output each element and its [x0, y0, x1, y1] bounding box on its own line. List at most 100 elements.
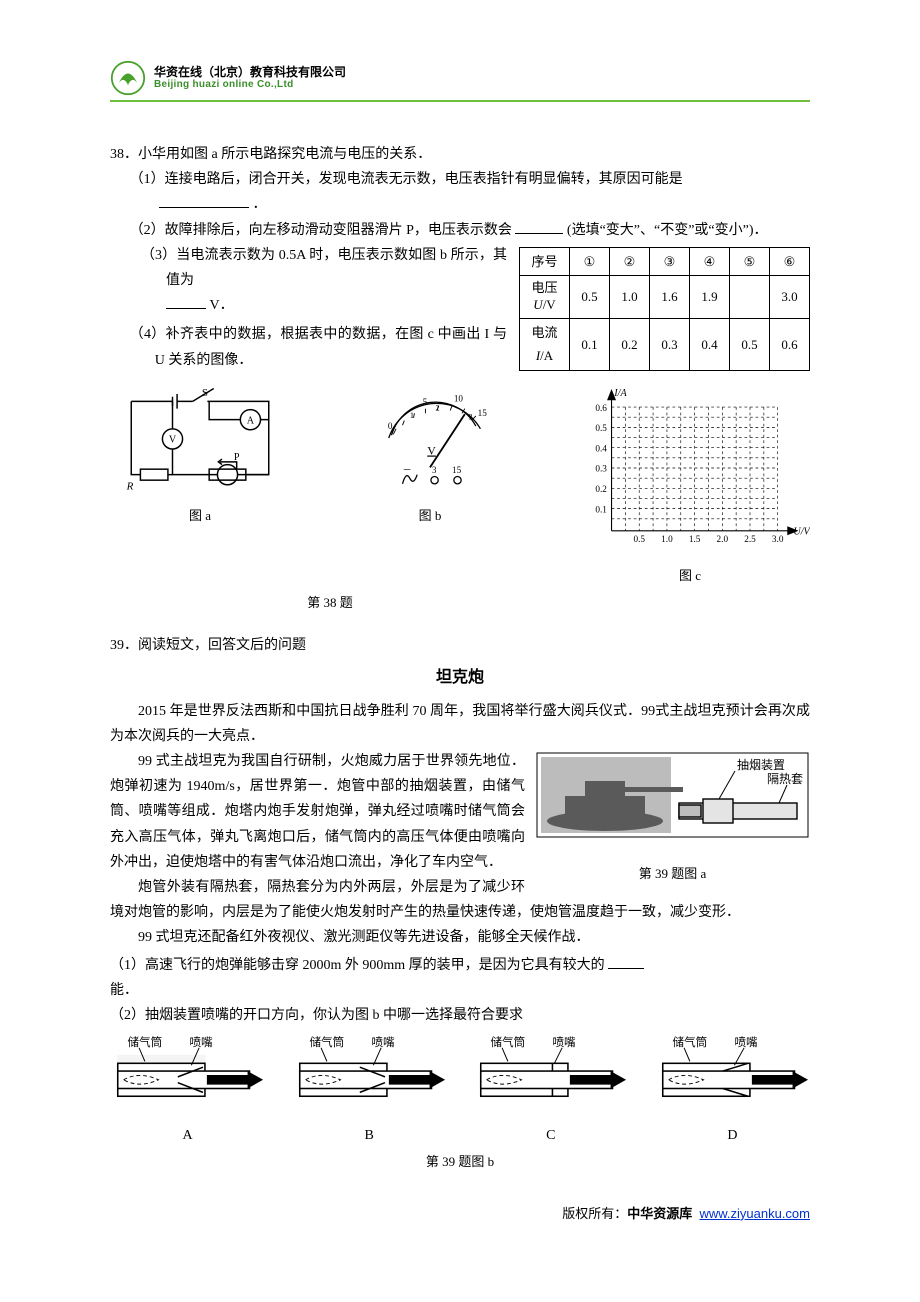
lbl-gere: 隔热套	[767, 772, 803, 786]
u6: 3.0	[770, 276, 810, 319]
m-10: 10	[454, 393, 464, 403]
footer-label: 版权所有：	[562, 1206, 627, 1221]
yt1: 0.1	[595, 504, 607, 514]
label-P: P	[234, 452, 240, 463]
th-4: ④	[690, 247, 730, 275]
m-5: 5	[423, 397, 428, 407]
option-B[interactable]: 储气筒 喷嘴 B	[292, 1034, 447, 1148]
m-3: 3	[469, 412, 473, 421]
lblD2: 喷嘴	[734, 1036, 758, 1049]
q39-para4: 99 式坦克还配备红外夜视仪、激光测距仪等先进设备，能够全天候作战．	[110, 925, 810, 950]
q38-sub1: （1）连接电路后，闭合开关，发现电流表无示数，电压表指针有明显偏转，其原因可能是	[110, 167, 810, 192]
th-6: ⑥	[770, 247, 810, 275]
m-2: 2	[436, 403, 440, 412]
opt-C-label: C	[473, 1123, 628, 1148]
i5: 0.5	[730, 318, 770, 370]
lblD1: 储气筒	[672, 1035, 707, 1049]
q38-figcap: 第 38 题	[150, 591, 510, 614]
label-A: A	[247, 415, 255, 426]
u1: 0.5	[570, 276, 610, 319]
q38-data-table: 序号 ① ② ③ ④ ⑤ ⑥ 电压U/V 0.5 1.0 1.6 1.9 3.0…	[519, 247, 810, 371]
footer-link[interactable]: www.ziyuanku.com	[699, 1206, 810, 1221]
q38-stem: 38．小华用如图 a 所示电路探究电流与电压的关系．	[110, 142, 810, 167]
label-S: S	[202, 387, 208, 399]
xt5: 2.5	[744, 534, 756, 544]
company-name-en: Beijing huazi online Co.,Ltd	[154, 79, 346, 91]
option-D[interactable]: 储气筒 喷嘴 D	[655, 1034, 810, 1148]
ylabel: I/A	[613, 388, 627, 399]
q38-figures: S A V P R 图 a 0 5 10 15	[110, 383, 810, 588]
u2: 1.0	[610, 276, 650, 319]
voltmeter-icon: 0 5 10 15 1 2 3 V － 3 15	[360, 383, 500, 493]
company-name-cn: 华资在线（北京）教育科技有限公司	[154, 65, 346, 79]
fig-b-cap: 第 39 题图 b	[110, 1150, 810, 1173]
lblA2: 喷嘴	[189, 1036, 213, 1049]
fig-a: S A V P R 图 a	[110, 383, 290, 528]
q39-options: 储气筒 喷嘴 A 储气筒 喷嘴	[110, 1034, 810, 1148]
fig-b: 0 5 10 15 1 2 3 V － 3 15 图 b	[360, 383, 500, 528]
q39-blank1[interactable]	[608, 955, 644, 969]
fig-c[interactable]: I/A U/V	[570, 383, 810, 588]
yt4: 0.4	[595, 443, 607, 453]
q38-sub3-b: V．	[210, 298, 234, 313]
xt4: 2.0	[717, 534, 729, 544]
q39-q1-a: （1）高速飞行的炮弹能够击穿 2000m 外 900mm 厚的装甲，是因为它具有…	[110, 958, 605, 973]
q38-sub1-b: ．	[253, 197, 267, 212]
u5[interactable]	[730, 276, 770, 319]
m-neg: －	[403, 465, 412, 475]
option-A[interactable]: 储气筒 喷嘴 A	[110, 1034, 265, 1148]
lblC1: 储气筒	[491, 1035, 526, 1049]
fig-a-cap: 第 39 题图 a	[535, 862, 810, 885]
xt2: 1.0	[661, 534, 673, 544]
th-seq: 序号	[520, 247, 570, 275]
cap-a: 图 a	[110, 504, 290, 527]
m-15: 15	[478, 408, 488, 418]
cap-b: 图 b	[360, 504, 500, 527]
company-logo	[110, 60, 146, 96]
q39-q1: （1）高速飞行的炮弹能够击穿 2000m 外 900mm 厚的装甲，是因为它具有…	[110, 953, 810, 1003]
m-r15: 15	[452, 465, 462, 475]
yt5: 0.5	[595, 423, 607, 433]
q38-blank1[interactable]	[159, 194, 249, 208]
footer-site: 中华资源库	[627, 1206, 692, 1221]
circuit-icon: S A V P R	[110, 383, 290, 493]
lbl-chouyan: 抽烟装置	[737, 758, 785, 772]
lblA1: 储气筒	[127, 1035, 162, 1049]
tank-icon: 抽烟装置 隔热套	[535, 751, 810, 851]
nozzle-B-icon: 储气筒 喷嘴	[292, 1034, 447, 1112]
row-i-label: 电流 I/A	[520, 318, 570, 370]
u3: 1.6	[650, 276, 690, 319]
q38-blank3[interactable]	[166, 295, 206, 309]
yt6: 0.6	[595, 402, 607, 412]
q38-sub4-text: （4）补齐表中的数据，根据表中的数据，在图 c 中画出 I 与 U 关系的图像．	[130, 327, 507, 367]
m-1: 1	[410, 411, 414, 420]
yt3: 0.3	[595, 463, 607, 473]
nozzle-C-icon: 储气筒 喷嘴	[473, 1034, 628, 1112]
th-3: ③	[650, 247, 690, 275]
q39-q1-b: 能．	[110, 983, 138, 998]
nozzle-A-icon: 储气筒 喷嘴	[110, 1034, 265, 1112]
m-r3: 3	[432, 465, 437, 475]
cap-c: 图 c	[570, 564, 810, 587]
q39-para1: 2015 年是世界反法西斯和中国抗日战争胜利 70 周年，我国将举行盛大阅兵仪式…	[110, 699, 810, 749]
label-V: V	[169, 434, 177, 445]
lblC2: 喷嘴	[553, 1036, 577, 1049]
th-1: ①	[570, 247, 610, 275]
xlabel: U/V	[793, 526, 810, 537]
q38-blank2[interactable]	[515, 220, 563, 234]
iu-chart[interactable]: I/A U/V	[570, 383, 810, 553]
m-0: 0	[388, 421, 393, 431]
th-5: ⑤	[730, 247, 770, 275]
option-C[interactable]: 储气筒 喷嘴 C	[473, 1034, 628, 1148]
q39-fig-a: 抽烟装置 隔热套 第 39 题图 a	[535, 751, 810, 886]
i3: 0.3	[650, 318, 690, 370]
xt3: 1.5	[689, 534, 701, 544]
lblB1: 储气筒	[309, 1035, 344, 1049]
company-text: 华资在线（北京）教育科技有限公司 Beijing huazi online Co…	[154, 65, 346, 91]
q39-title: 坦克炮	[110, 664, 810, 693]
yt2: 0.2	[595, 484, 607, 494]
q38-sub3-a: （3）当电流表示数为 0.5A 时，电压表示数如图 b 所示，其值为	[141, 248, 507, 288]
xt6: 3.0	[772, 534, 784, 544]
row-u-label: 电压U/V	[520, 276, 570, 319]
opt-B-label: B	[292, 1123, 447, 1148]
